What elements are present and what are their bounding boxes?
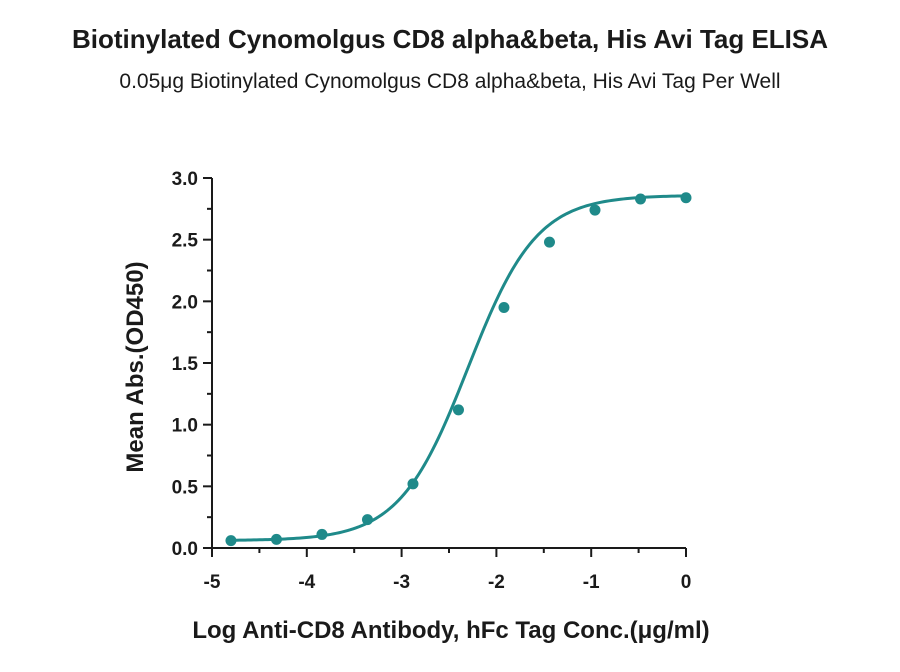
data-point [634, 193, 646, 205]
y-axis-title: Mean Abs.(OD450) [122, 261, 149, 472]
y-tick-label: 2.0 [172, 292, 198, 313]
y-tick-label: 1.0 [172, 416, 198, 437]
y-tick-label: 3.0 [172, 169, 198, 190]
data-point [225, 535, 237, 547]
data-point [270, 533, 282, 545]
x-tick-label: -2 [488, 572, 505, 593]
fit-curve-layer [230, 194, 687, 542]
data-point [680, 192, 692, 204]
x-tick-label: 0 [681, 572, 692, 593]
x-tick-label: -3 [393, 572, 410, 593]
axes: 0.0 0.5 1.0 1.5 2.0 2.5 3.0 -5 -4 -3 -2 -1 0 [172, 169, 692, 593]
y-tick-label: 0.0 [172, 539, 198, 560]
data-point [361, 514, 373, 526]
data-points-layer [225, 192, 692, 547]
y-tick-label: 0.5 [172, 477, 199, 498]
y-tick-label: 2.5 [172, 231, 199, 252]
y-tick-label: 1.5 [172, 354, 199, 375]
data-point [543, 236, 555, 248]
data-point [316, 528, 328, 540]
chart-subtitle: 0.05μg Biotinylated Cynomolgus CD8 alpha… [119, 70, 781, 93]
data-point [498, 302, 510, 313]
data-point [589, 204, 601, 216]
chart-title: Biotinylated Cynomolgus CD8 alpha&beta, … [71, 24, 829, 54]
x-tick-label: -5 [204, 572, 221, 593]
fit-curve [230, 194, 687, 542]
x-tick-label: -4 [298, 572, 315, 593]
x-axis-title: Log Anti-CD8 Antibody, hFc Tag Conc.(μg/… [192, 617, 709, 644]
x-tick-label: -1 [583, 572, 600, 593]
data-point [452, 404, 464, 416]
data-point [407, 478, 419, 490]
